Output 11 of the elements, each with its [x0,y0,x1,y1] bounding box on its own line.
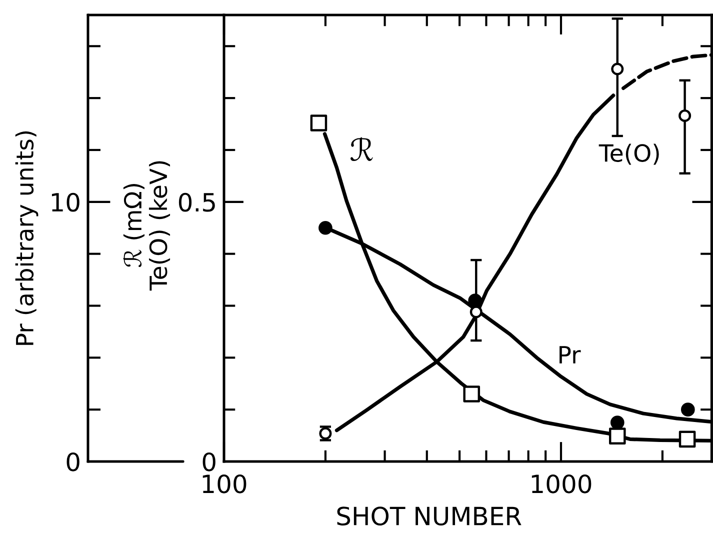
y2-axis-title: Pr (arbitrary units) [15,131,38,345]
series-label: Pr [560,346,581,364]
series-label: ℛ [350,137,373,162]
legend-label: Te(O) [598,144,659,165]
y2-tick-label: 10 [52,192,80,212]
x-axis-title: SHOT NUMBER [337,506,522,526]
x-tick-label: 100 [202,474,246,494]
y2-tick-label: 0 [66,452,80,472]
y-axis-title: ℛ (mΩ) Te(O) (keV) [123,161,170,291]
y-tick-label: 0.5 [178,192,215,212]
x-tick-label: 1000 [532,474,592,494]
